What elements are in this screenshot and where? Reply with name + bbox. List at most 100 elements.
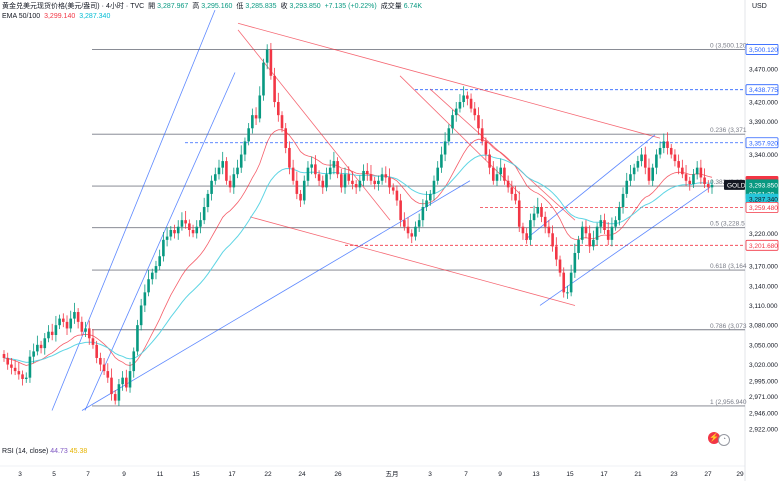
time-tick-label: 5 — [52, 471, 56, 478]
candle-body — [580, 226, 584, 240]
price-tag-label: 3,357.920 — [749, 140, 778, 147]
candle-body — [555, 246, 558, 260]
candle-body — [6, 357, 10, 365]
rsi-legend[interactable]: RSI (14, close) 44.73 45.38 — [2, 448, 87, 455]
candle-body — [232, 174, 236, 188]
candle-body — [102, 364, 106, 372]
rsi-label: RSI (14, close) — [2, 448, 49, 455]
candle-body — [703, 177, 706, 185]
candle-body — [699, 167, 703, 178]
candle-body — [247, 128, 250, 142]
candle-body — [273, 75, 276, 103]
candle-body — [84, 328, 87, 332]
candle-body — [503, 167, 506, 181]
candle-body — [666, 141, 669, 148]
price-tag-box — [745, 239, 779, 251]
candle-body — [510, 187, 514, 194]
candle-body — [551, 233, 554, 247]
candle-body — [643, 154, 647, 168]
time-tick-label: 17 — [228, 471, 236, 478]
candle-body — [36, 344, 39, 352]
time-axis[interactable]: 3 5 7 9 11 15 17 22 24 26 五月 3 7 9 13 15 17 21 23 27 29 — [18, 470, 744, 478]
open-label: 開 — [148, 3, 156, 10]
candle-body — [710, 184, 714, 188]
price-tag-box — [745, 137, 779, 149]
candle-body — [199, 220, 202, 227]
fib-level-label: 0.5 (3,228.5 — [710, 221, 745, 228]
chart-grid — [0, 0, 746, 481]
candle-body — [143, 292, 147, 306]
candle-body — [121, 377, 124, 385]
candle-body — [180, 220, 184, 227]
currency-label[interactable]: USD — [752, 3, 767, 10]
time-tick-label: 22 — [264, 471, 272, 478]
high-label: 高 — [192, 3, 200, 10]
price-axis[interactable]: 3,470.000 3,420.000 3,390.000 3,340.000 3,22… — [724, 44, 779, 433]
candle-body — [688, 180, 692, 185]
candle-body — [284, 128, 288, 148]
candle-body — [184, 220, 187, 224]
candles — [2, 42, 714, 406]
candle-body — [158, 256, 161, 267]
trend-lines[interactable] — [51, 10, 711, 411]
candle-body — [573, 252, 577, 273]
volume-label: 成交量 — [380, 3, 402, 10]
candle-body — [99, 357, 102, 365]
candle-body — [558, 259, 562, 273]
candle-body — [640, 154, 643, 162]
candle-body — [506, 180, 510, 188]
fib-level-label: 0.618 (3,164 — [710, 263, 747, 270]
ema100-line — [3, 154, 713, 363]
candle-body — [351, 180, 354, 185]
candle-body — [317, 174, 321, 181]
trend-line — [539, 187, 711, 306]
time-tick-label: 9 — [122, 471, 126, 478]
candle-body — [321, 180, 325, 188]
candle-body — [21, 374, 24, 379]
price-tick-label: 3,470.000 — [749, 67, 778, 74]
candle-body — [391, 187, 395, 191]
flash-icon[interactable]: ⚡ — [708, 432, 720, 444]
candle-body — [169, 230, 173, 237]
candle-body — [632, 167, 636, 175]
trend-line — [237, 22, 661, 139]
candle-body — [288, 147, 291, 168]
candle-body — [451, 115, 454, 129]
candle-body — [365, 170, 369, 175]
ema50-line — [3, 129, 713, 366]
ema50-value: 3,299.140 — [44, 13, 76, 20]
trend-line — [249, 216, 576, 306]
rsi-value: 44.73 — [50, 448, 68, 455]
ema-label: EMA 50/100 — [2, 13, 41, 20]
timeframe[interactable]: 4小时 — [105, 3, 124, 10]
symbol-tag-box — [724, 179, 745, 190]
candle-body — [440, 154, 443, 168]
ema-legend[interactable]: EMA 50/100 3,299.140 3,287.340 — [2, 12, 112, 21]
symbol-name: 黄金兑美元现货价格(美元/盎司) — [2, 3, 100, 10]
candle-body — [110, 377, 113, 395]
candle-body — [536, 207, 540, 214]
price-tick-label: 3,050.000 — [749, 342, 778, 349]
candle-body — [254, 115, 258, 119]
candle-body — [280, 115, 284, 129]
candle-body — [417, 220, 421, 227]
candle-body — [491, 167, 495, 181]
candle-body — [706, 184, 710, 188]
data-source: TVC — [130, 3, 145, 10]
candle-body — [328, 167, 332, 175]
candle-body — [577, 239, 580, 253]
time-tick-label: 3 — [18, 471, 22, 478]
candle-body — [173, 230, 176, 234]
clock-icon[interactable]: ◔ — [718, 434, 730, 446]
candle-body — [217, 167, 221, 175]
price-tick-label: 3,020.000 — [749, 362, 778, 369]
close-label: 收 — [280, 3, 288, 10]
time-tick-label: 3 — [428, 471, 432, 478]
candle-body — [606, 230, 610, 240]
candle-body — [262, 62, 265, 96]
candle-body — [265, 49, 269, 63]
price-tag-label: 3,287.340 — [749, 197, 778, 204]
candle-body — [684, 174, 688, 181]
